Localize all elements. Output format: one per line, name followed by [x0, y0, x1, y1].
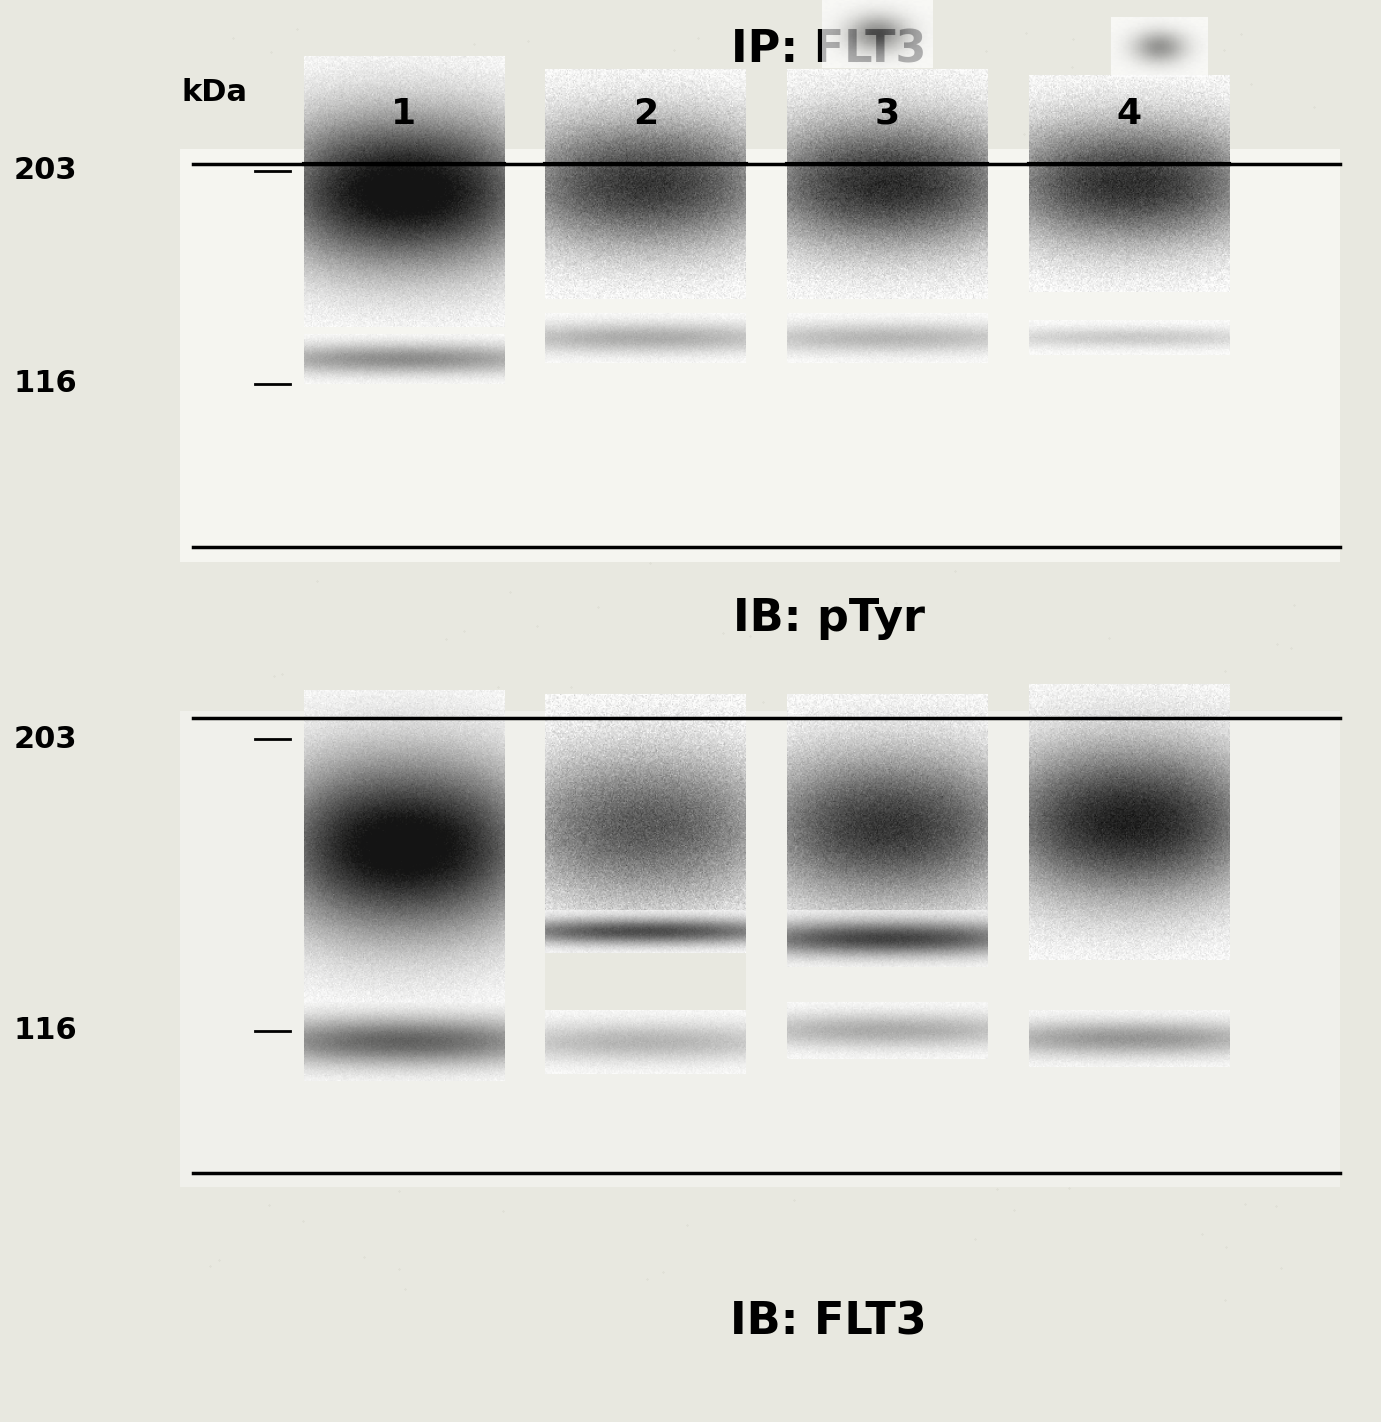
Bar	[180, 711, 1340, 1187]
Text: 3: 3	[874, 97, 900, 131]
Bar	[545, 68, 746, 299]
Text: kDa: kDa	[181, 78, 247, 107]
Text: 1: 1	[391, 97, 417, 131]
Text: IP: FLT3: IP: FLT3	[731, 28, 927, 71]
Text: 203: 203	[14, 156, 77, 185]
Text: 116: 116	[14, 1017, 77, 1045]
Text: 4: 4	[1116, 97, 1142, 131]
Bar	[787, 68, 987, 299]
Bar	[787, 694, 987, 960]
Text: 116: 116	[14, 370, 77, 398]
Bar	[545, 694, 746, 960]
Text: 203: 203	[14, 725, 77, 754]
Bar	[1029, 75, 1229, 292]
Text: IB: pTyr: IB: pTyr	[732, 597, 925, 640]
Bar	[180, 149, 1340, 562]
Bar	[304, 690, 504, 1003]
Text: IB: FLT3: IB: FLT3	[731, 1301, 927, 1344]
Bar	[1029, 684, 1229, 960]
Bar	[545, 953, 746, 1010]
Text: 2: 2	[632, 97, 659, 131]
Bar	[304, 57, 504, 327]
